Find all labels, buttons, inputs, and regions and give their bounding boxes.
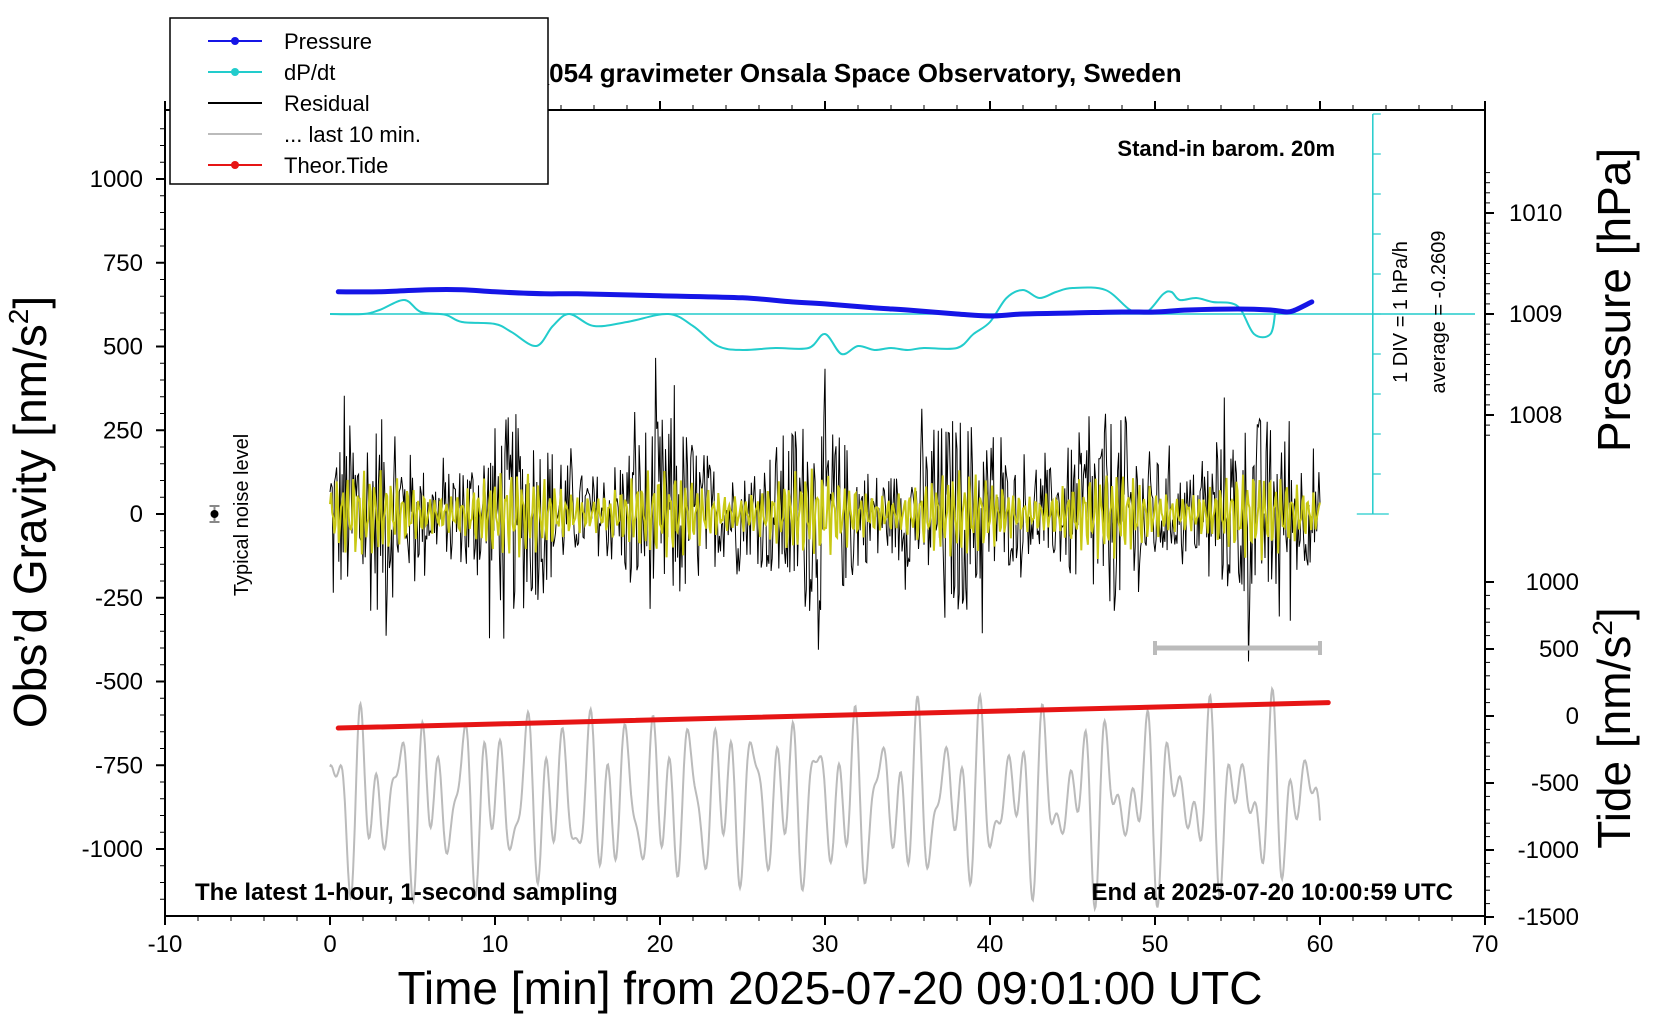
y-tick-label: -750 — [95, 752, 143, 779]
x-axis-label: Time [min] from 2025-07-20 09:01:00 UTC — [398, 962, 1263, 1014]
y-tick-label: 1000 — [90, 166, 143, 193]
scale-div-note: 1 DIV = 1 hPa/h — [1390, 241, 1412, 383]
tide-line — [335, 700, 1331, 731]
y-axis-label-tide-close: ] — [1588, 607, 1640, 620]
pressure-tick-label: 1009 — [1509, 301, 1562, 328]
legend-marker — [231, 37, 239, 45]
y-axis-label-left-sup: 2 — [3, 309, 34, 325]
y-axis-label-pressure: Pressure [hPa] — [1588, 148, 1640, 452]
pressure-tick-label: 1008 — [1509, 402, 1562, 429]
last10-line — [329, 685, 1321, 913]
y-tick-label: -500 — [95, 669, 143, 696]
plot-data-layer — [209, 113, 1475, 913]
pressure-tick-label: 1010 — [1509, 200, 1562, 227]
sampling-note: The latest 1-hour, 1-second sampling — [195, 879, 618, 906]
y-axis-label-tide-sup: 2 — [1587, 620, 1618, 636]
y-tick-label: 500 — [103, 334, 143, 361]
tide-tick-label: 500 — [1539, 636, 1579, 663]
end-time-note: End at 2025-07-20 10:00:59 UTC — [1092, 879, 1454, 906]
legend-marker — [231, 68, 239, 76]
x-tick-label: 30 — [812, 931, 839, 958]
x-tick-label: 20 — [647, 931, 674, 958]
x-tick-label: 60 — [1307, 931, 1334, 958]
legend-entries: Pressure dP/dt Residual ... last 10 min. The… — [208, 29, 421, 178]
legend-label: ... last 10 min. — [284, 122, 421, 147]
y-tick-label: 0 — [130, 501, 143, 528]
barometer-note: Stand-in barom. 20m — [1117, 136, 1335, 161]
tide-tick-label: 0 — [1566, 703, 1579, 730]
dpdt-line — [329, 286, 1277, 356]
y-tick-label: 250 — [103, 417, 143, 444]
y-axis-label-tide: Tide [nm/s2] — [1587, 607, 1640, 848]
residual-line — [329, 357, 1321, 662]
tide-tick-label: -1000 — [1518, 837, 1579, 864]
axes-layer: -10 0 10 20 30 40 50 60 70 1000 750 500 250 0 -250 -500… — [82, 101, 1579, 958]
y-tick-label: 750 — [103, 250, 143, 277]
x-tick-label: 50 — [1142, 931, 1169, 958]
y-axis-label-left-close: ] — [4, 296, 56, 309]
legend: Pressure dP/dt Residual ... last 10 min. The… — [169, 17, 549, 185]
x-tick-label: 10 — [482, 931, 509, 958]
x-tick-label: 0 — [323, 931, 336, 958]
legend-label: Pressure — [284, 29, 372, 54]
legend-label: Theor.Tide — [284, 153, 388, 178]
x-tick-label: 70 — [1472, 931, 1499, 958]
pressure-line — [335, 287, 1315, 319]
y-tick-label: -250 — [95, 585, 143, 612]
tide-tick-label: 1000 — [1526, 569, 1579, 596]
legend-label: dP/dt — [284, 60, 335, 85]
y-axis-label-tide-text: Tide [nm/s — [1588, 636, 1640, 849]
legend-marker — [231, 161, 239, 169]
average-note: average = -0.2609 — [1428, 231, 1450, 394]
noise-level-note: Typical noise level — [231, 434, 253, 596]
chart-title: SCG_054 gravimeter Onsala Space Observat… — [478, 58, 1181, 88]
y-axis-label-left-text: Obs’d Gravity [nm/s — [4, 324, 56, 728]
x-tick-label: 40 — [977, 931, 1004, 958]
residual-filtered-line — [329, 468, 1321, 561]
noise-marker — [210, 510, 219, 518]
tide-tick-label: -1500 — [1518, 904, 1579, 931]
y-axis-label-left: Obs’d Gravity [nm/s2] — [3, 296, 56, 728]
tide-tick-label: -500 — [1531, 770, 1579, 797]
legend-box — [169, 17, 549, 185]
legend-label: Residual — [284, 91, 370, 116]
y-tick-label: -1000 — [82, 836, 143, 863]
x-tick-label: -10 — [148, 931, 183, 958]
